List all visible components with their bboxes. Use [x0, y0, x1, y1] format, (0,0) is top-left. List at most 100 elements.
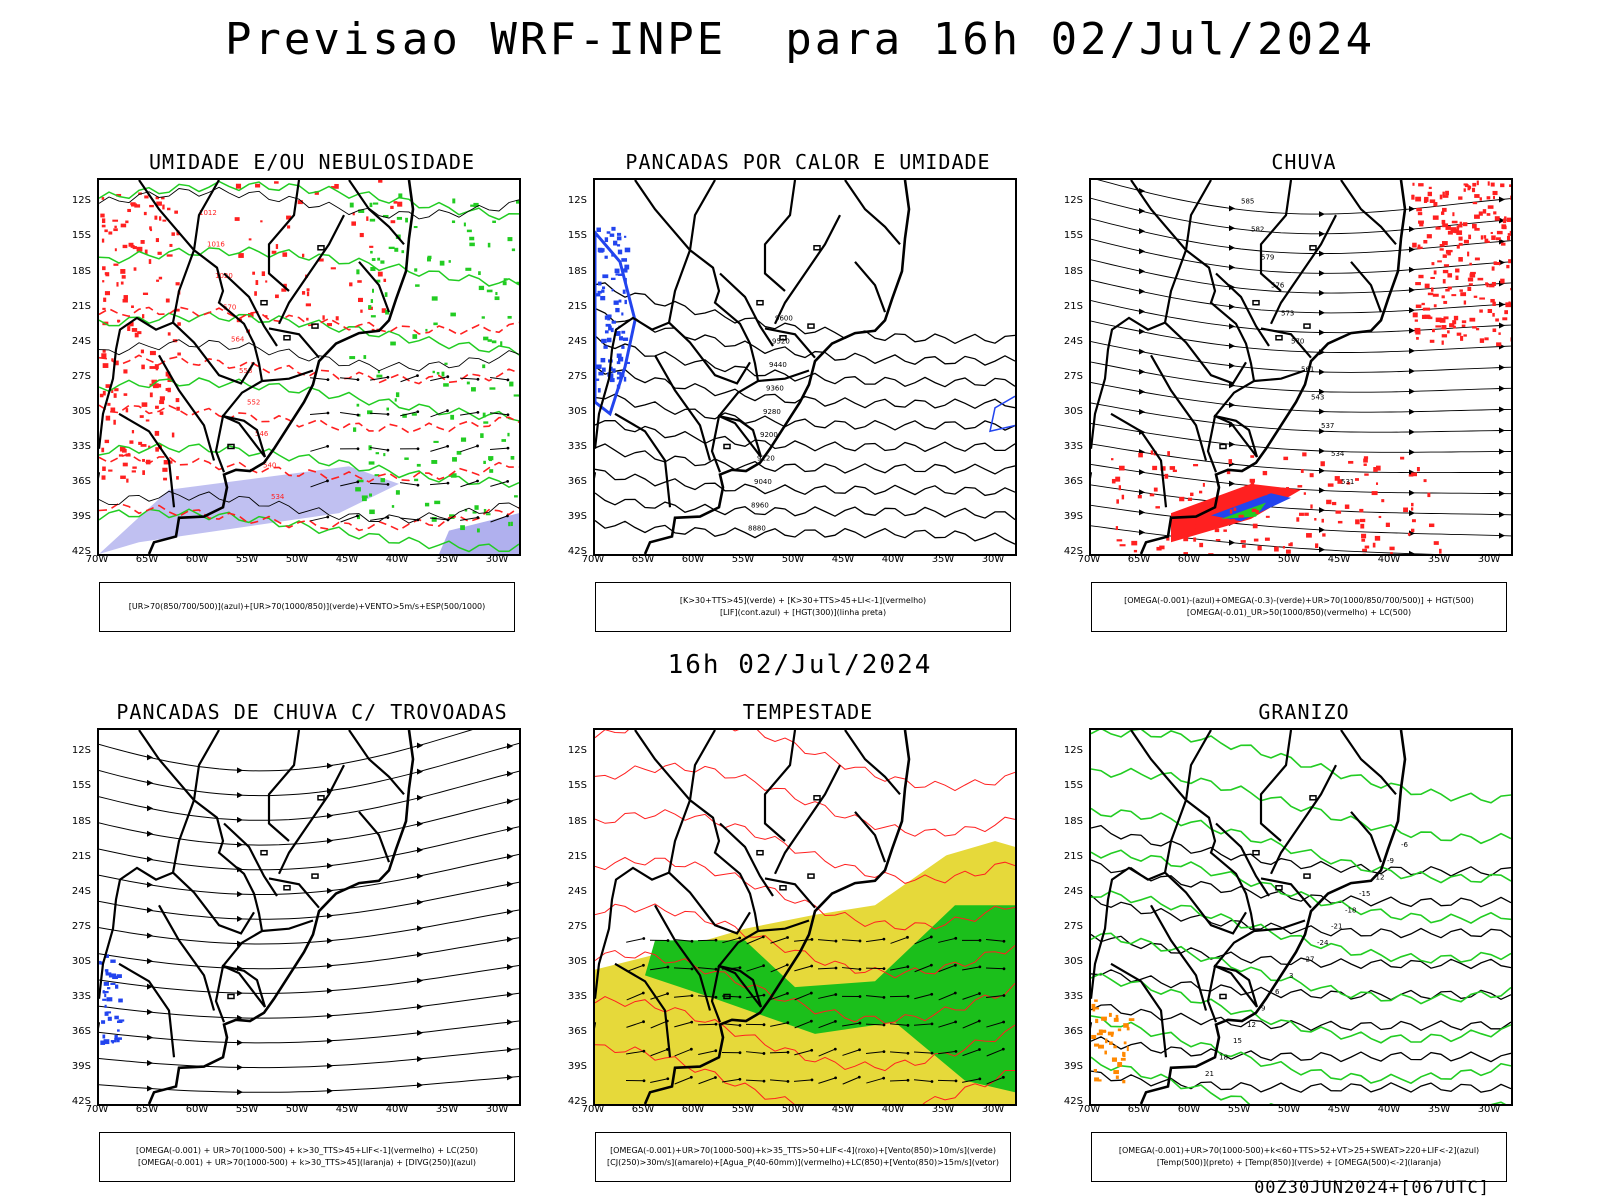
lat-tick-label: 21S [71, 300, 91, 312]
panel-title: PANCADAS POR CALOR E UMIDADE [625, 150, 991, 174]
contour-label: 9200 [760, 431, 778, 439]
lon-tick-label: 50W [1277, 1104, 1301, 1115]
lat-tick-label: 18S [1063, 815, 1083, 827]
lat-tick-label: 33S [1063, 990, 1083, 1002]
map-frame [593, 728, 1017, 1106]
lon-tick-label: 40W [1377, 554, 1401, 565]
contour-label: 558 [239, 367, 252, 375]
contour-label: 3 [1289, 972, 1293, 980]
lon-tick-label: 55W [1227, 554, 1251, 565]
lat-tick-label: 15S [71, 230, 91, 242]
weather-map [99, 730, 519, 1104]
contour-label: 9120 [757, 455, 775, 463]
lon-tick-label: 50W [285, 554, 309, 565]
legend-line: [CJ(250)>30m/s](amarelo)+[Agua_P(40-60mm… [607, 1158, 999, 1167]
legend-line: [OMEGA(-0.01)_UR>50(1000/850)(vermelho) … [1186, 608, 1412, 617]
lat-tick-label: 24S [567, 885, 587, 897]
contour-label: 9040 [754, 478, 772, 486]
lon-tick-label: 65W [631, 1104, 655, 1115]
lat-tick-label: 12S [1063, 745, 1083, 757]
lat-tick-label: 18S [567, 815, 587, 827]
contour-label: 8880 [748, 525, 766, 533]
contour-label: 543 [1311, 394, 1324, 402]
panel-pancadas-calor: PANCADAS POR CALOR E UMIDADE 9600 9520 9440… [568, 150, 1023, 650]
lat-tick-label: 33S [71, 990, 91, 1002]
legend-line: [UR>70(850/700/500)](azul)+[UR>70(1000/8… [128, 602, 486, 611]
lat-tick-label: 39S [71, 510, 91, 522]
lon-tick-label: 35W [931, 1104, 955, 1115]
contour-label: 8960 [751, 501, 769, 509]
lon-tick-label: 30W [1477, 1104, 1501, 1115]
lat-tick-label: 18S [71, 265, 91, 277]
contour-label: -6 [1401, 841, 1409, 849]
lon-tick-label: 70W [85, 554, 109, 565]
lon-tick-label: 40W [881, 1104, 905, 1115]
lat-tick-label: 15S [1063, 780, 1083, 792]
contour-label: -12 [1373, 874, 1384, 882]
panel-title: GRANIZO [1258, 700, 1350, 724]
map-frame: -6 -9 -12 -15 -18 -21 -24 -27 3 6 9 12 15 18 21 [1089, 728, 1513, 1106]
lon-tick-label: 55W [235, 554, 259, 565]
map-frame: 585 582 579 576 573 570 561 543 537 534 531 [1089, 178, 1513, 556]
contour-label: -21 [1331, 923, 1342, 931]
lat-tick-label: 33S [567, 990, 587, 1002]
panel-title: CHUVA [1271, 150, 1337, 174]
middle-date-title: 16h 02/Jul/2024 [667, 650, 933, 680]
lon-tick-label: 50W [781, 1104, 805, 1115]
lon-tick-label: 60W [1177, 554, 1201, 565]
lat-tick-label: 18S [567, 265, 587, 277]
contour-label: 9600 [775, 314, 793, 322]
panel-trovoadas: PANCADAS DE CHUVA C/ TROVOADAS 12S 15S 18S 2… [72, 700, 527, 1200]
contour-label: -15 [1359, 890, 1370, 898]
lon-tick-label: 30W [485, 1104, 509, 1115]
legend-line: [K>30+TTS>45](verde) + [K>30+TTS>45+LI<-… [679, 596, 927, 605]
lat-tick-label: 36S [71, 1025, 91, 1037]
lon-tick-label: 45W [335, 1104, 359, 1115]
lon-tick-label: 30W [1477, 554, 1501, 565]
panel-tempestade: TEMPESTADE 12S 15S 18S 21S 24S 27S 30S 33S 36S 39S… [568, 700, 1023, 1200]
lon-tick-label: 70W [1077, 1104, 1101, 1115]
lat-tick-label: 12S [567, 195, 587, 207]
contour-label: 537 [1321, 422, 1334, 430]
contour-label: 552 [247, 398, 260, 406]
contour-label: 1012 [199, 209, 217, 217]
lon-tick-label: 65W [1127, 554, 1151, 565]
contour-label: -18 [1345, 906, 1356, 914]
contour-label: -27 [1303, 955, 1314, 963]
map-frame: 1012 1016 1020 570 564 558 552 546 540 534 [97, 178, 521, 556]
lat-tick-label: 27S [1063, 920, 1083, 932]
lon-tick-label: 65W [631, 554, 655, 565]
contour-label: 6 [1275, 988, 1280, 996]
legend-line: [OMEGA(-0.001)+UR>70(1000-500)+k<60+TTS>… [1118, 1146, 1480, 1155]
lat-tick-label: 36S [567, 475, 587, 487]
lon-tick-label: 65W [135, 1104, 159, 1115]
lat-tick-label: 15S [567, 230, 587, 242]
lat-tick-label: 27S [1063, 370, 1083, 382]
contour-label: 9 [1261, 1005, 1265, 1013]
legend-line: [OMEGA(-0.001) + UR>70(1000-500) + k>30_… [135, 1146, 479, 1155]
legend-line: [OMEGA(-0.001) + UR>70(1000-500) + k>30_… [137, 1158, 477, 1167]
legend-line: [OMEGA(-0.001)+UR>70(1000-500)+k>35_TTS>… [610, 1146, 996, 1155]
lon-tick-label: 35W [931, 554, 955, 565]
contour-label: 534 [1331, 450, 1345, 458]
lon-tick-label: 60W [681, 1104, 705, 1115]
legend-box: [UR>70(850/700/500)](azul)+[UR>70(1000/8… [99, 582, 515, 632]
contour-label: 21 [1205, 1070, 1214, 1078]
lon-tick-label: 55W [235, 1104, 259, 1115]
lat-tick-label: 39S [567, 1060, 587, 1072]
lat-tick-label: 21S [71, 850, 91, 862]
lon-tick-label: 45W [1327, 554, 1351, 565]
lat-tick-label: 24S [1063, 885, 1083, 897]
lon-tick-label: 65W [135, 554, 159, 565]
contour-label: 570 [223, 304, 236, 312]
lat-tick-label: 36S [1063, 475, 1083, 487]
lat-tick-label: 21S [567, 850, 587, 862]
lat-tick-label: 15S [71, 780, 91, 792]
contour-label: 582 [1251, 225, 1264, 233]
lat-tick-label: 36S [1063, 1025, 1083, 1037]
lon-tick-label: 50W [781, 554, 805, 565]
lon-tick-label: 35W [435, 1104, 459, 1115]
run-footer: 00Z30JUN2024+[067UTC] [1254, 1178, 1490, 1198]
lat-tick-label: 27S [567, 920, 587, 932]
main-title: Previsao WRF-INPE para 16h 02/Jul/2024 [224, 14, 1376, 65]
